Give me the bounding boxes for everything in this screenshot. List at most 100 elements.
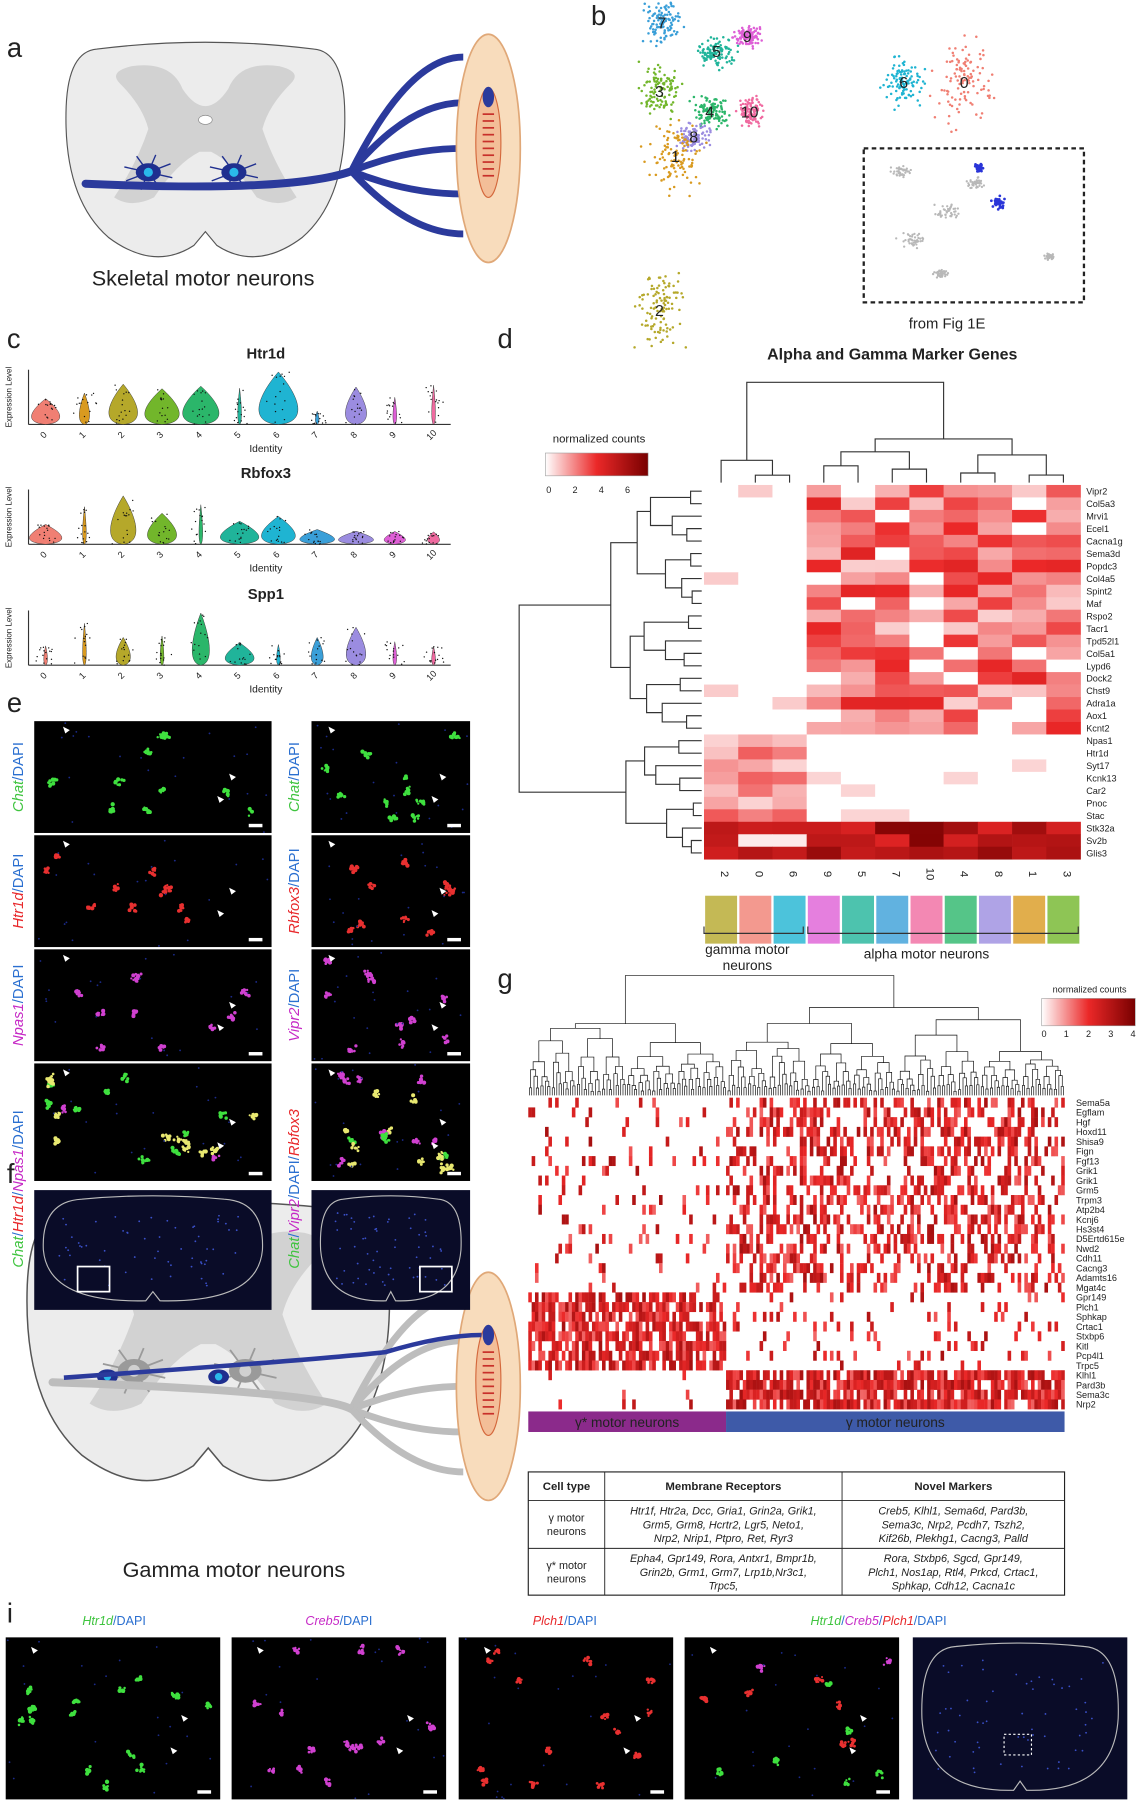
umap-point bbox=[648, 338, 651, 341]
heatmap-cell bbox=[978, 660, 1013, 673]
signal bbox=[351, 866, 355, 870]
inset-highlight bbox=[990, 199, 993, 202]
jitter-point bbox=[282, 409, 283, 410]
heatmap-cell bbox=[971, 1244, 975, 1254]
jitter-point bbox=[354, 531, 355, 532]
signal bbox=[159, 893, 163, 897]
heatmap-cell bbox=[780, 1302, 784, 1312]
umap-point bbox=[895, 99, 898, 102]
signal bbox=[350, 1228, 352, 1230]
signal bbox=[101, 1009, 105, 1013]
umap-point bbox=[728, 60, 731, 63]
heatmap-cell bbox=[558, 1302, 562, 1312]
jitter-point bbox=[361, 410, 362, 411]
umap-point bbox=[963, 70, 966, 73]
jitter-point bbox=[89, 411, 90, 412]
signal bbox=[372, 979, 376, 983]
umap-point bbox=[674, 136, 677, 139]
heatmap-cell bbox=[738, 622, 773, 635]
jitter-point bbox=[428, 411, 429, 412]
heatmap-cell bbox=[944, 809, 979, 822]
heatmap-cell bbox=[766, 1166, 770, 1176]
signal bbox=[339, 1248, 341, 1250]
jitter-point bbox=[432, 542, 433, 543]
umap-point bbox=[963, 34, 966, 37]
signal bbox=[161, 1134, 165, 1138]
signal bbox=[422, 800, 425, 803]
heatmap-cell bbox=[887, 1117, 891, 1127]
heatmap-cell bbox=[991, 1117, 995, 1127]
heatmap-cell bbox=[803, 1283, 807, 1293]
signal bbox=[141, 1158, 145, 1162]
heatmap-cell bbox=[713, 1292, 717, 1302]
inset-point bbox=[939, 210, 941, 212]
umap-point bbox=[718, 117, 721, 120]
jitter-point bbox=[160, 541, 161, 542]
umap-point bbox=[645, 105, 648, 108]
group-label: neurons bbox=[723, 958, 773, 973]
cluster-label: 2 bbox=[655, 303, 664, 320]
signal bbox=[439, 1154, 443, 1158]
signal bbox=[358, 1080, 361, 1083]
umap-point bbox=[958, 111, 961, 114]
jitter-point bbox=[205, 531, 206, 532]
heatmap-cell bbox=[760, 1214, 764, 1224]
heatmap-cell bbox=[807, 622, 842, 635]
heatmap-cell bbox=[920, 1176, 924, 1186]
jitter-point bbox=[395, 534, 396, 535]
heatmap-cell bbox=[870, 1166, 874, 1176]
signal bbox=[411, 813, 415, 817]
group-label: gamma motor bbox=[705, 942, 790, 957]
heatmap-cell bbox=[909, 747, 944, 760]
jitter-point bbox=[124, 410, 125, 411]
heatmap-cell bbox=[944, 572, 979, 585]
heatmap-cell bbox=[837, 1214, 841, 1224]
cluster-label: 9 bbox=[743, 29, 752, 46]
dapi bbox=[400, 854, 402, 856]
heatmap-cell bbox=[555, 1098, 559, 1108]
heatmap-cell bbox=[1046, 572, 1081, 585]
umap-point bbox=[668, 307, 671, 310]
jitter-point bbox=[309, 642, 310, 643]
violin bbox=[259, 372, 298, 425]
umap-point bbox=[657, 331, 660, 334]
umap-point bbox=[677, 280, 680, 283]
x-tick-label: 7 bbox=[310, 430, 321, 441]
umap-point bbox=[681, 166, 684, 169]
row-label: Plch1 bbox=[1076, 1302, 1099, 1312]
heatmap-cell bbox=[807, 847, 842, 860]
umap-point bbox=[964, 46, 967, 49]
jitter-point bbox=[50, 403, 51, 404]
heatmap-cell bbox=[1012, 759, 1047, 772]
heatmap-cell bbox=[659, 1263, 663, 1273]
heatmap-cell bbox=[909, 510, 944, 523]
heatmap-cell bbox=[1012, 522, 1047, 535]
heatmap-cell bbox=[991, 1185, 995, 1195]
channel-label-part: Npas1 bbox=[11, 1149, 27, 1192]
dapi bbox=[397, 1168, 399, 1170]
umap-point bbox=[670, 21, 673, 24]
umap-point bbox=[667, 302, 670, 305]
signal bbox=[390, 1267, 392, 1269]
heatmap-cell bbox=[807, 672, 842, 685]
heatmap-cell bbox=[786, 1214, 790, 1224]
heatmap-cell bbox=[1061, 1098, 1065, 1108]
heatmap-cell bbox=[813, 1137, 817, 1147]
umap-point bbox=[667, 78, 670, 81]
signal bbox=[372, 884, 374, 886]
heatmap-cell bbox=[733, 1117, 737, 1127]
umap-point bbox=[709, 52, 712, 55]
umap-point bbox=[654, 337, 657, 340]
jitter-point bbox=[84, 512, 85, 513]
heatmap-cell bbox=[887, 1127, 891, 1137]
heatmap-cell bbox=[807, 597, 842, 610]
signal bbox=[163, 889, 166, 892]
heatmap-cell bbox=[875, 510, 910, 523]
heatmap-cell bbox=[1014, 1146, 1018, 1156]
heatmap-cell bbox=[807, 560, 842, 573]
heatmap-cell bbox=[790, 1273, 794, 1283]
dapi bbox=[53, 1112, 55, 1114]
heatmap-cell bbox=[776, 1273, 780, 1283]
jitter-point bbox=[168, 538, 169, 539]
signal bbox=[50, 1078, 53, 1081]
